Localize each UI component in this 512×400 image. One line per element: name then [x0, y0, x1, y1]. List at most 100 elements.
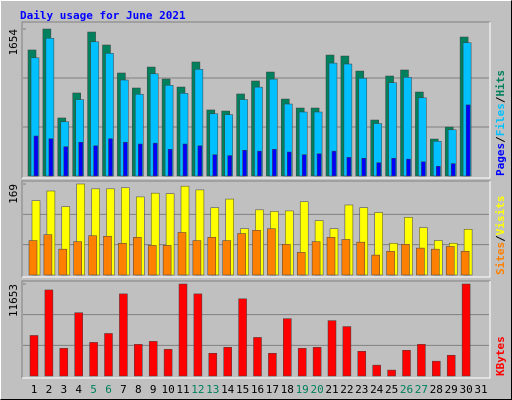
bar — [331, 150, 337, 177]
series-labels: Pages/Files/Hits — [494, 70, 507, 176]
legend-entry: KBytes — [494, 336, 507, 376]
bar — [59, 348, 69, 377]
x-tick-label: 9 — [150, 383, 157, 396]
series-labels: Sites/Visits — [494, 196, 507, 276]
bar — [465, 104, 471, 177]
series-labels: KBytes — [494, 336, 507, 376]
x-tick-label: 15 — [236, 383, 249, 396]
bar — [148, 341, 158, 377]
x-tick-label: 31 — [474, 383, 487, 396]
bar — [29, 335, 39, 377]
legend-entry: Visits — [494, 196, 507, 236]
bar — [167, 149, 173, 177]
x-tick-label: 4 — [75, 383, 82, 396]
x-tick-label: 8 — [135, 383, 142, 396]
bar — [386, 251, 395, 276]
plot-bevel — [22, 181, 491, 278]
bar — [227, 155, 232, 177]
x-tick-label: 23 — [355, 383, 368, 396]
bar — [272, 149, 277, 177]
bar — [287, 151, 292, 177]
bar — [119, 293, 128, 377]
bar — [208, 352, 218, 377]
bar — [212, 154, 218, 177]
bar — [417, 344, 426, 377]
x-tick-label: 5 — [90, 383, 97, 396]
bar — [78, 141, 83, 177]
bar — [152, 142, 158, 177]
x-tick-label: 16 — [251, 383, 264, 396]
x-tick-label: 10 — [161, 383, 174, 396]
bar — [108, 138, 113, 177]
x-tick-label: 20 — [310, 383, 323, 396]
x-tick-label: 7 — [120, 383, 127, 396]
bar — [431, 248, 440, 276]
x-tick-label: 6 — [105, 383, 112, 396]
x-tick-label: 3 — [60, 383, 67, 396]
bar — [406, 158, 411, 177]
bar — [357, 351, 367, 377]
x-tick-label: 14 — [221, 383, 235, 396]
bar — [63, 146, 69, 177]
bar — [326, 237, 336, 276]
x-tick-label: 1 — [31, 383, 38, 396]
bar — [103, 235, 112, 276]
bar — [432, 360, 441, 377]
plot-bevel — [22, 281, 491, 379]
bar — [253, 337, 262, 377]
x-tick-label: 28 — [430, 383, 443, 396]
bar — [48, 138, 54, 177]
bar — [311, 241, 321, 276]
bar — [118, 242, 127, 276]
chart-title: Daily usage for June 2021 — [20, 9, 186, 22]
bar — [147, 245, 157, 276]
bar — [182, 143, 188, 177]
bar — [44, 289, 54, 377]
plot-bevel — [22, 22, 491, 179]
x-tick-label: 27 — [415, 383, 428, 396]
y-max-label: 11653 — [7, 284, 20, 317]
bar — [162, 245, 172, 276]
x-tick-label: 17 — [266, 383, 279, 396]
bar — [346, 157, 352, 177]
bar — [421, 161, 426, 177]
bar — [192, 240, 202, 276]
x-tick-label: 11 — [176, 383, 189, 396]
x-tick-label: 22 — [340, 383, 353, 396]
x-tick-label: 29 — [445, 383, 458, 396]
bar — [193, 293, 203, 377]
bar — [104, 333, 113, 377]
bar — [93, 145, 98, 177]
bar — [89, 342, 98, 377]
bar — [123, 141, 128, 177]
x-tick-label: 13 — [206, 383, 219, 396]
bar — [387, 369, 396, 377]
bar — [28, 240, 38, 276]
bar — [283, 318, 292, 377]
bar — [43, 234, 53, 276]
bar — [301, 154, 307, 177]
bar — [460, 251, 470, 276]
bar — [391, 157, 396, 177]
bar — [74, 312, 83, 377]
x-tick-label: 21 — [325, 383, 338, 396]
x-tick-label: 19 — [296, 383, 309, 396]
bar — [446, 354, 456, 377]
bar — [402, 350, 411, 377]
bar — [257, 150, 262, 177]
bar — [58, 248, 68, 276]
bar — [445, 246, 455, 276]
bar — [327, 320, 337, 377]
y-max-label: 1654 — [7, 29, 20, 56]
bar — [372, 364, 381, 377]
bar — [416, 247, 425, 276]
bar — [237, 233, 246, 276]
x-tick-label: 12 — [191, 383, 204, 396]
bar — [73, 241, 82, 276]
bar — [342, 326, 352, 377]
bar — [268, 352, 277, 377]
legend-separator: / — [494, 136, 507, 143]
bar — [133, 237, 142, 276]
bar — [361, 157, 367, 177]
